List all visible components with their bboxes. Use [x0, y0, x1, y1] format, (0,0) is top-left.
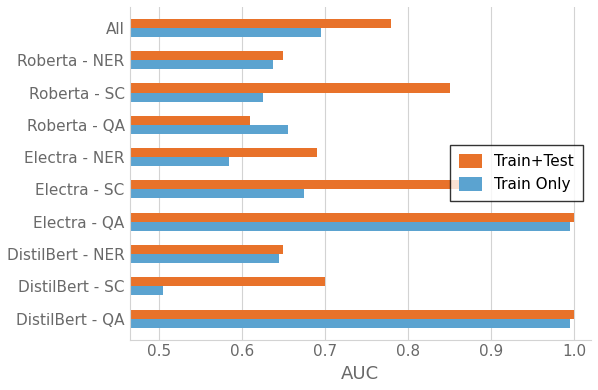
Bar: [0, 83, 450, 92]
Bar: [0, 190, 304, 199]
Bar: [0, 60, 273, 69]
Bar: [0, 125, 288, 134]
Bar: [0, 277, 325, 286]
Bar: [0, 310, 575, 319]
Bar: [0, 245, 283, 254]
Bar: [0, 92, 263, 101]
Bar: [0, 51, 283, 60]
Legend: Train+Test, Train Only: Train+Test, Train Only: [450, 145, 584, 201]
Bar: [0, 319, 570, 328]
Bar: [0, 213, 575, 222]
Bar: [0, 222, 570, 231]
Bar: [0, 286, 163, 295]
Bar: [0, 116, 250, 125]
Bar: [0, 157, 230, 166]
Bar: [0, 28, 321, 37]
Bar: [0, 148, 317, 157]
Bar: [0, 254, 279, 263]
Bar: [0, 19, 392, 28]
Bar: [0, 181, 466, 190]
X-axis label: AUC: AUC: [341, 365, 379, 383]
